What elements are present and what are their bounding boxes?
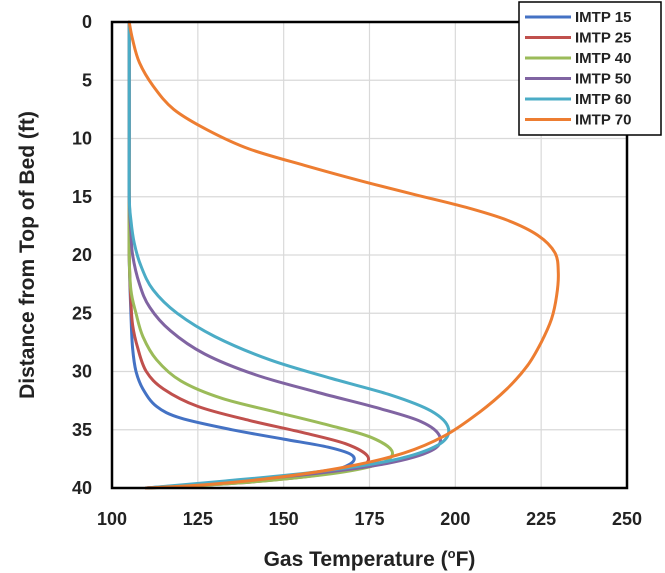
legend-label-imtp-15: IMTP 15 bbox=[575, 9, 631, 26]
y-tick-label: 40 bbox=[72, 478, 92, 498]
x-tick-labels: 100 125 150 175 200 225 250 bbox=[97, 509, 642, 529]
y-tick-label: 15 bbox=[72, 187, 92, 207]
y-tick-label: 10 bbox=[72, 129, 92, 149]
legend-label-imtp-70: IMTP 70 bbox=[575, 112, 631, 129]
y-tick-label: 25 bbox=[72, 303, 92, 323]
x-tick-label: 200 bbox=[440, 509, 470, 529]
x-axis-title: Gas Temperature (oF) bbox=[264, 546, 476, 571]
legend-label-imtp-50: IMTP 50 bbox=[575, 71, 631, 88]
x-tick-label: 125 bbox=[183, 509, 213, 529]
y-axis-title: Distance from Top of Bed (ft) bbox=[16, 111, 39, 399]
legend-label-imtp-60: IMTP 60 bbox=[575, 91, 631, 108]
x-tick-label: 175 bbox=[354, 509, 384, 529]
grid-lines bbox=[112, 22, 627, 488]
y-tick-label: 0 bbox=[82, 12, 92, 32]
legend-label-imtp-25: IMTP 25 bbox=[575, 30, 631, 47]
x-tick-label: 225 bbox=[526, 509, 556, 529]
legend-label-imtp-40: IMTP 40 bbox=[575, 50, 631, 67]
series-lines bbox=[127, 20, 560, 490]
y-tick-label: 20 bbox=[72, 245, 92, 265]
series-line-imtp-60 bbox=[127, 20, 451, 490]
x-tick-label: 250 bbox=[612, 509, 642, 529]
y-tick-label: 5 bbox=[82, 70, 92, 90]
legend: IMTP 15 IMTP 25 IMTP 40 IMTP 50 IMTP 60 IMTP … bbox=[518, 1, 662, 136]
y-tick-labels: 0 5 10 15 20 25 30 35 40 bbox=[72, 12, 92, 498]
x-tick-label: 150 bbox=[269, 509, 299, 529]
y-tick-label: 30 bbox=[72, 362, 92, 382]
series-line-imtp-70 bbox=[127, 20, 560, 490]
legend-box bbox=[518, 1, 662, 136]
y-tick-label: 35 bbox=[72, 420, 92, 440]
plot-frame bbox=[110, 20, 629, 490]
x-tick-label: 100 bbox=[97, 509, 127, 529]
